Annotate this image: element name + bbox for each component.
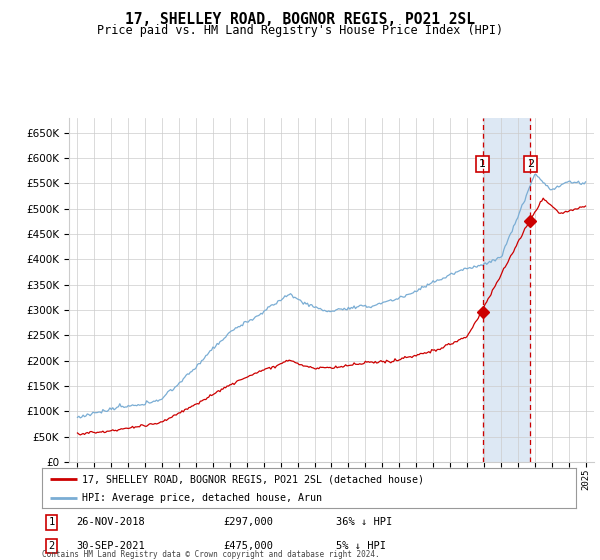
- Text: 17, SHELLEY ROAD, BOGNOR REGIS, PO21 2SL (detached house): 17, SHELLEY ROAD, BOGNOR REGIS, PO21 2SL…: [82, 474, 424, 484]
- Text: 17, SHELLEY ROAD, BOGNOR REGIS, PO21 2SL: 17, SHELLEY ROAD, BOGNOR REGIS, PO21 2SL: [125, 12, 475, 27]
- Text: Price paid vs. HM Land Registry's House Price Index (HPI): Price paid vs. HM Land Registry's House …: [97, 24, 503, 36]
- Text: 30-SEP-2021: 30-SEP-2021: [77, 541, 145, 551]
- Text: 36% ↓ HPI: 36% ↓ HPI: [336, 517, 392, 528]
- Text: 2: 2: [527, 159, 534, 169]
- Text: 1: 1: [49, 517, 55, 528]
- Bar: [482, 118, 530, 462]
- Text: 26-NOV-2018: 26-NOV-2018: [77, 517, 145, 528]
- Text: 5% ↓ HPI: 5% ↓ HPI: [336, 541, 386, 551]
- Text: £297,000: £297,000: [224, 517, 274, 528]
- Text: HPI: Average price, detached house, Arun: HPI: Average price, detached house, Arun: [82, 493, 322, 502]
- Text: £475,000: £475,000: [224, 541, 274, 551]
- Text: Contains HM Land Registry data © Crown copyright and database right 2024.: Contains HM Land Registry data © Crown c…: [42, 550, 380, 559]
- Text: 1: 1: [479, 159, 486, 169]
- Text: 2: 2: [49, 541, 55, 551]
